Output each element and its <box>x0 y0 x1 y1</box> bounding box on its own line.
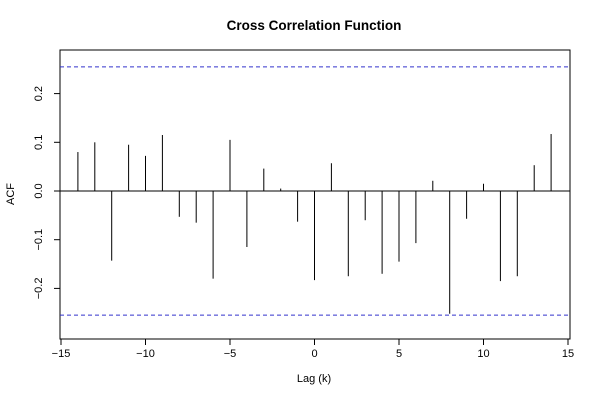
x-axis: −15 −10 −5 0 5 10 15 <box>52 338 574 360</box>
y-tick-label: 0.0 <box>33 183 45 198</box>
x-axis-label: Lag (k) <box>297 373 331 385</box>
x-tick-label: −5 <box>224 348 237 360</box>
x-tick-label: 0 <box>311 348 317 360</box>
y-axis-label: ACF <box>5 183 17 205</box>
y-tick-label: −0.2 <box>33 278 45 300</box>
confidence-bands <box>60 66 570 316</box>
x-tick-label: 15 <box>562 348 574 360</box>
x-tick-label: −10 <box>136 348 155 360</box>
x-tick-label: 10 <box>477 348 489 360</box>
y-tick-label: 0.1 <box>33 135 45 150</box>
y-tick-label: −0.1 <box>33 229 45 251</box>
x-tick-label: 5 <box>396 348 402 360</box>
y-tick-label: 0.2 <box>33 86 45 101</box>
ccf-bars <box>77 134 552 314</box>
x-tick-label: −15 <box>52 348 71 360</box>
chart-title: Cross Correlation Function <box>227 18 402 33</box>
y-axis: −0.2 −0.1 0.0 0.1 0.2 <box>33 86 61 300</box>
